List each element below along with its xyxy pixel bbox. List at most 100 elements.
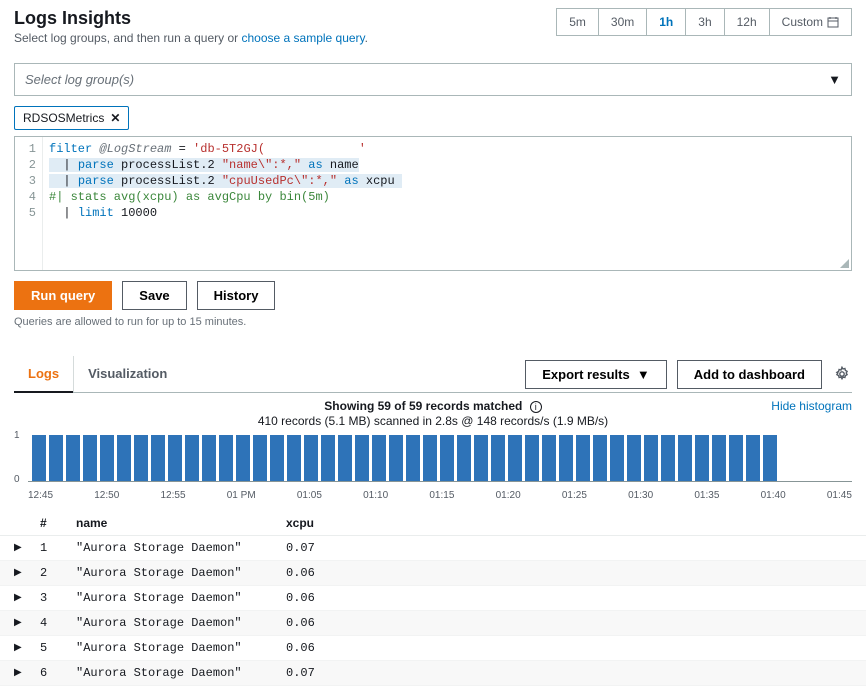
expand-row-icon[interactable]: ▶ [14, 567, 40, 579]
histogram-bar [457, 435, 471, 481]
resize-handle-icon[interactable] [839, 258, 849, 268]
table-header: # name xcpu [0, 511, 866, 536]
x-axis-label: 01:10 [363, 490, 388, 501]
histogram-bar [321, 435, 335, 481]
time-range-custom[interactable]: Custom [770, 9, 851, 35]
x-axis-label: 01 PM [227, 490, 256, 501]
histogram-bar [661, 435, 675, 481]
col-index: # [40, 516, 76, 530]
histogram-bar [168, 435, 182, 481]
cell-xcpu: 0.06 [286, 566, 852, 580]
time-range-12h[interactable]: 12h [725, 9, 770, 35]
table-row[interactable]: ▶5"Aurora Storage Daemon"0.06 [0, 636, 866, 661]
add-to-dashboard-button[interactable]: Add to dashboard [677, 360, 822, 389]
x-axis-label: 01:45 [827, 490, 852, 501]
cell-xcpu: 0.06 [286, 591, 852, 605]
histogram-bar [372, 435, 386, 481]
tab-logs[interactable]: Logs [14, 356, 73, 393]
histogram-bar [287, 435, 301, 481]
histogram-bar [49, 435, 63, 481]
query-editor[interactable]: 12345 filter @LogStream = 'db-5T2GJ( ' |… [14, 136, 852, 271]
histogram-bar [355, 435, 369, 481]
x-axis-label: 12:55 [161, 490, 186, 501]
table-row[interactable]: ▶6"Aurora Storage Daemon"0.07 [0, 661, 866, 686]
cell-index: 3 [40, 591, 76, 605]
time-range-5m[interactable]: 5m [557, 9, 599, 35]
histogram-bar [32, 435, 46, 481]
cell-name: "Aurora Storage Daemon" [76, 566, 286, 580]
cell-xcpu: 0.06 [286, 616, 852, 630]
col-xcpu: xcpu [286, 516, 852, 530]
histogram-bar [610, 435, 624, 481]
histogram-bar [270, 435, 284, 481]
histogram-bar [525, 435, 539, 481]
log-group-select[interactable]: Select log group(s) ▼ [14, 63, 852, 96]
histogram-bar [338, 435, 352, 481]
sample-query-link[interactable]: choose a sample query [241, 31, 364, 45]
histogram-bar [406, 435, 420, 481]
records-matched-text: Showing 59 of 59 records matched [324, 399, 522, 413]
histogram-bar [134, 435, 148, 481]
x-axis-label: 01:40 [761, 490, 786, 501]
histogram-bar [695, 435, 709, 481]
expand-row-icon[interactable]: ▶ [14, 592, 40, 604]
time-range-picker[interactable]: 5m30m1h3h12hCustom [556, 8, 852, 36]
histogram-bar [202, 435, 216, 481]
table-row[interactable]: ▶4"Aurora Storage Daemon"0.06 [0, 611, 866, 636]
export-results-button[interactable]: Export results ▼ [525, 360, 667, 389]
histogram-bar [576, 435, 590, 481]
editor-code[interactable]: filter @LogStream = 'db-5T2GJ( ' | parse… [43, 137, 408, 270]
histogram-bar [508, 435, 522, 481]
run-query-button[interactable]: Run query [14, 281, 112, 310]
table-row[interactable]: ▶3"Aurora Storage Daemon"0.06 [0, 586, 866, 611]
settings-gear-icon[interactable] [832, 364, 852, 384]
x-axis-label: 01:15 [429, 490, 454, 501]
expand-row-icon[interactable]: ▶ [14, 617, 40, 629]
histogram-bar [219, 435, 233, 481]
cell-xcpu: 0.06 [286, 641, 852, 655]
cell-index: 2 [40, 566, 76, 580]
table-row[interactable]: ▶1"Aurora Storage Daemon"0.07 [0, 536, 866, 561]
page-subtitle: Select log groups, and then run a query … [14, 31, 368, 45]
x-axis-label: 01:35 [694, 490, 719, 501]
tab-visualization[interactable]: Visualization [73, 356, 181, 392]
histogram-bar [593, 435, 607, 481]
x-axis-label: 01:30 [628, 490, 653, 501]
cell-index: 5 [40, 641, 76, 655]
histogram-bar [559, 435, 573, 481]
history-button[interactable]: History [197, 281, 276, 310]
hide-histogram-link[interactable]: Hide histogram [771, 399, 852, 413]
log-group-placeholder: Select log group(s) [25, 72, 134, 87]
histogram-bar [83, 435, 97, 481]
x-axis-label: 01:05 [297, 490, 322, 501]
chip-label: RDSOSMetrics [23, 111, 104, 125]
scan-stats-text: 410 records (5.1 MB) scanned in 2.8s @ 1… [14, 414, 852, 428]
histogram-bar [423, 435, 437, 481]
time-range-1h[interactable]: 1h [647, 9, 686, 35]
info-icon[interactable]: i [530, 401, 542, 413]
col-name: name [76, 516, 286, 530]
save-button[interactable]: Save [122, 281, 186, 310]
histogram-bar [644, 435, 658, 481]
histogram-chart: 1 0 [14, 434, 852, 488]
histogram-bar [100, 435, 114, 481]
x-axis-label: 12:45 [28, 490, 53, 501]
expand-row-icon[interactable]: ▶ [14, 642, 40, 654]
expand-row-icon[interactable]: ▶ [14, 667, 40, 679]
calendar-icon [827, 16, 839, 28]
cell-index: 6 [40, 666, 76, 680]
chip-remove-icon[interactable]: ✕ [110, 111, 120, 125]
table-row[interactable]: ▶2"Aurora Storage Daemon"0.06 [0, 561, 866, 586]
cell-xcpu: 0.07 [286, 541, 852, 555]
x-axis-label: 01:20 [496, 490, 521, 501]
histogram-bar [474, 435, 488, 481]
histogram-bar [729, 435, 743, 481]
histogram-bar [763, 435, 777, 481]
log-group-chip[interactable]: RDSOSMetrics ✕ [14, 106, 129, 130]
time-range-30m[interactable]: 30m [599, 9, 647, 35]
cell-index: 1 [40, 541, 76, 555]
histogram-bar [151, 435, 165, 481]
time-range-3h[interactable]: 3h [686, 9, 724, 35]
expand-row-icon[interactable]: ▶ [14, 542, 40, 554]
cell-name: "Aurora Storage Daemon" [76, 616, 286, 630]
